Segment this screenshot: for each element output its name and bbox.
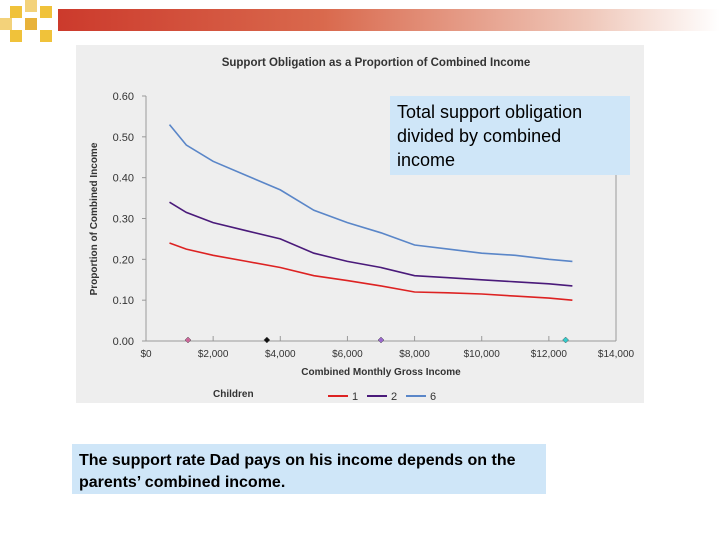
callout-text: Total support obligation divided by comb… xyxy=(397,102,583,170)
callout-box: Total support obligation divided by comb… xyxy=(390,96,630,175)
line-chart: Support Obligation as a Proportion of Co… xyxy=(89,57,635,403)
legend-label-6: 6 xyxy=(430,391,436,403)
caption-text: The support rate Dad pays on his income … xyxy=(79,452,516,491)
deco-square xyxy=(0,18,12,30)
series-line-6 xyxy=(168,124,573,263)
chart-title: Support Obligation as a Proportion of Co… xyxy=(222,57,531,69)
axis-marker xyxy=(562,336,569,344)
x-tick-label: $12,000 xyxy=(531,349,568,360)
x-tick-label: $0 xyxy=(140,349,152,360)
deco-square xyxy=(10,30,22,42)
legend-label-2: 2 xyxy=(391,391,397,403)
x-tick-label: $10,000 xyxy=(464,349,501,360)
x-tick-label: $14,000 xyxy=(598,349,635,360)
deco-square xyxy=(25,0,37,12)
series-line-1 xyxy=(169,242,573,301)
deco-square xyxy=(40,30,52,42)
deco-square xyxy=(10,6,22,18)
caption-box: The support rate Dad pays on his income … xyxy=(72,444,546,494)
y-tick-label: 0.20 xyxy=(113,254,134,266)
y-tick-label: 0.10 xyxy=(113,295,134,307)
legend-label-1: 1 xyxy=(352,391,358,403)
series-line-2 xyxy=(169,201,573,287)
axis-marker xyxy=(263,336,271,344)
y-tick-label: 0.40 xyxy=(113,173,134,185)
x-tick-label: $6,000 xyxy=(332,349,363,360)
y-tick-label: 0.60 xyxy=(113,91,134,103)
deco-square xyxy=(25,18,37,30)
axis-marker xyxy=(377,336,385,344)
y-tick-label: 0.30 xyxy=(113,214,134,226)
axis-marker xyxy=(184,336,192,344)
y-axis-label: Proportion of Combined Income xyxy=(89,142,100,295)
y-tick-label: 0.00 xyxy=(113,336,134,348)
deco-square xyxy=(40,6,52,18)
legend-title: Children xyxy=(213,389,254,400)
header-gradient-bar xyxy=(58,9,720,31)
x-tick-label: $8,000 xyxy=(399,349,430,360)
y-tick-label: 0.50 xyxy=(113,132,134,144)
x-tick-label: $2,000 xyxy=(198,349,229,360)
x-axis-label: Combined Monthly Gross Income xyxy=(301,367,461,378)
x-tick-label: $4,000 xyxy=(265,349,296,360)
